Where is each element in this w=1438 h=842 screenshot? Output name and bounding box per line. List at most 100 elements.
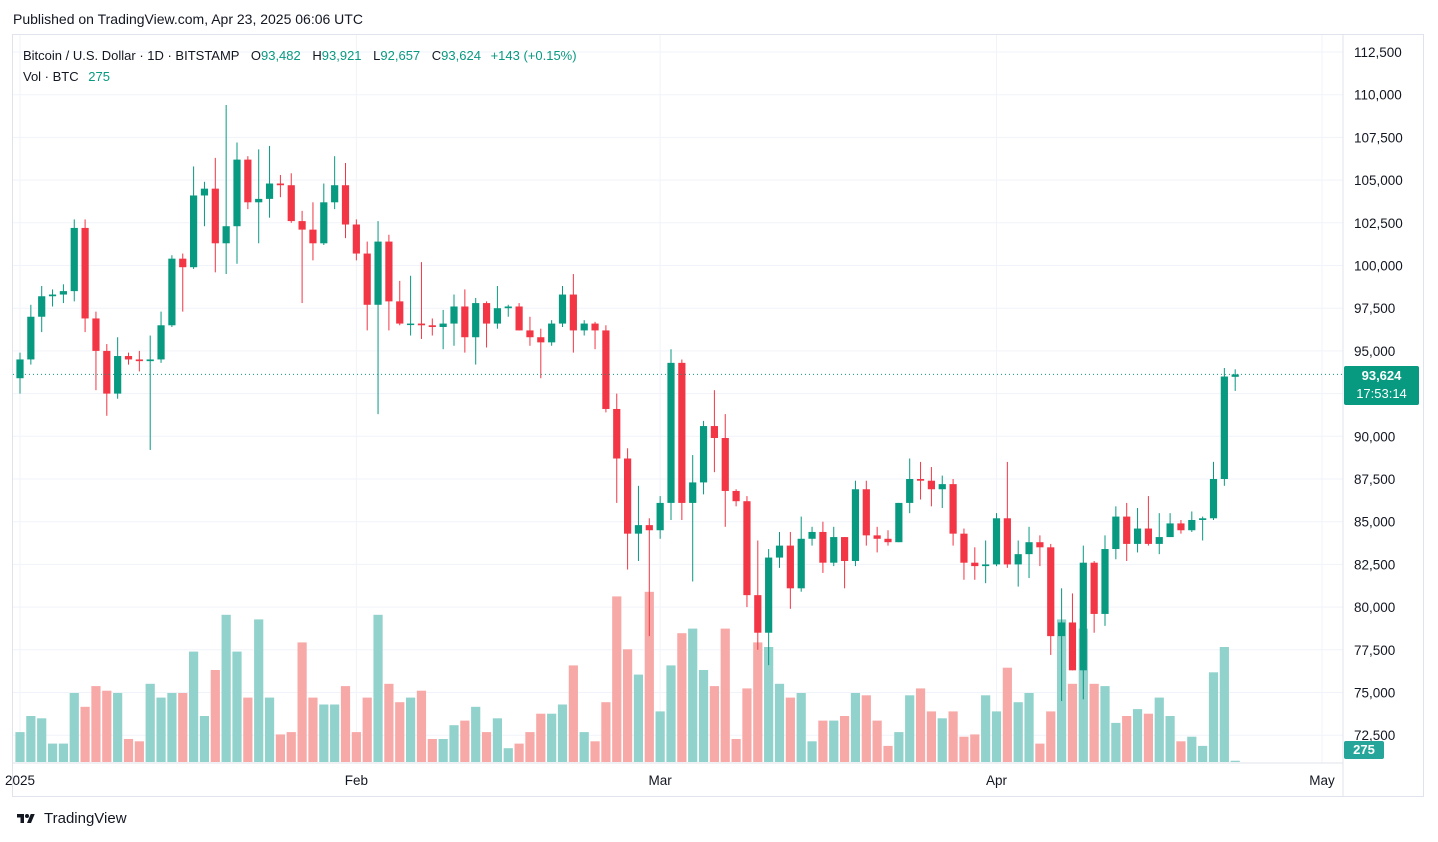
candle-body[interactable]	[613, 408, 621, 459]
candle-body[interactable]	[678, 362, 686, 503]
candle-body[interactable]	[309, 229, 317, 244]
candle-body[interactable]	[992, 518, 1001, 565]
candle-body[interactable]	[124, 356, 133, 360]
candle-body[interactable]	[819, 531, 827, 563]
candle-body[interactable]	[450, 306, 458, 324]
candle-body[interactable]	[558, 294, 567, 324]
candle-body[interactable]	[537, 337, 545, 343]
candle-body[interactable]	[92, 318, 100, 351]
candle-body[interactable]	[331, 185, 339, 203]
candle-body[interactable]	[960, 533, 968, 563]
candle-body[interactable]	[786, 545, 794, 589]
candle-body[interactable]	[168, 258, 176, 326]
candle-body[interactable]	[1199, 518, 1207, 520]
candle-body[interactable]	[526, 330, 534, 338]
candle-body[interactable]	[667, 362, 675, 503]
candle-body[interactable]	[1079, 562, 1087, 671]
candle-body[interactable]	[754, 595, 762, 633]
candle-body[interactable]	[190, 195, 198, 268]
candle-body[interactable]	[417, 323, 426, 326]
candle-body[interactable]	[906, 479, 914, 503]
candle-body[interactable]	[200, 188, 209, 196]
candle-body[interactable]	[1166, 523, 1174, 538]
candle-body[interactable]	[287, 185, 295, 222]
candle-body[interactable]	[1188, 519, 1196, 531]
candle-body[interactable]	[363, 253, 371, 305]
footer-brand[interactable]: TradingView	[14, 810, 127, 827]
candle-body[interactable]	[841, 537, 849, 561]
candle-body[interactable]	[135, 359, 143, 362]
candle-body[interactable]	[472, 303, 480, 338]
candle-body[interactable]	[244, 159, 252, 203]
candle-body[interactable]	[407, 323, 415, 326]
candle-body[interactable]	[548, 323, 556, 343]
candle-body[interactable]	[689, 482, 697, 503]
candle-body[interactable]	[396, 301, 404, 324]
candle-body[interactable]	[916, 479, 925, 481]
candle-body[interactable]	[515, 306, 523, 331]
candle-body[interactable]	[222, 226, 230, 244]
candle-body[interactable]	[1101, 549, 1109, 614]
candle-body[interactable]	[1036, 542, 1044, 548]
candle-body[interactable]	[721, 438, 729, 491]
candle-body[interactable]	[862, 489, 870, 536]
candle-body[interactable]	[732, 490, 740, 502]
candle-body[interactable]	[710, 426, 718, 439]
candle-body[interactable]	[971, 562, 979, 567]
candle-body[interactable]	[624, 458, 632, 534]
candle-body[interactable]	[743, 501, 751, 596]
candle-body[interactable]	[775, 545, 784, 558]
candle-body[interactable]	[146, 359, 154, 362]
candle-body[interactable]	[884, 538, 892, 543]
candle-body[interactable]	[461, 306, 469, 338]
candle-body[interactable]	[569, 294, 577, 331]
candle-body[interactable]	[27, 316, 35, 360]
candle-body[interactable]	[385, 241, 393, 302]
candle-body[interactable]	[873, 535, 881, 539]
candle-body[interactable]	[1220, 376, 1228, 479]
candle-body[interactable]	[1014, 554, 1022, 565]
candle-body[interactable]	[895, 502, 903, 543]
candle-body[interactable]	[298, 221, 306, 230]
candle-body[interactable]	[645, 525, 653, 531]
candle-body[interactable]	[265, 183, 274, 199]
candle-body[interactable]	[439, 323, 447, 327]
candle-body[interactable]	[1025, 542, 1033, 555]
candle-body[interactable]	[493, 308, 501, 324]
candle-body[interactable]	[1112, 516, 1120, 550]
candle-body[interactable]	[352, 224, 360, 254]
candle-body[interactable]	[38, 296, 46, 317]
candle-body[interactable]	[1058, 622, 1066, 637]
candle-body[interactable]	[927, 480, 935, 490]
candle-body[interactable]	[1123, 516, 1131, 544]
candle-body[interactable]	[634, 525, 643, 534]
candle-body[interactable]	[797, 538, 805, 589]
candle-body[interactable]	[59, 291, 67, 295]
candle-body[interactable]	[482, 303, 491, 324]
candle-body[interactable]	[320, 202, 328, 244]
candle-body[interactable]	[602, 330, 610, 409]
candle-body[interactable]	[374, 241, 382, 305]
candle-body[interactable]	[1155, 537, 1163, 544]
candle-body[interactable]	[276, 183, 284, 186]
candle-body[interactable]	[233, 159, 241, 227]
candle-body[interactable]	[341, 185, 350, 225]
candle-body[interactable]	[1068, 622, 1077, 671]
candle-body[interactable]	[699, 426, 708, 483]
candle-body[interactable]	[1047, 547, 1055, 637]
candle-body[interactable]	[580, 323, 588, 331]
candle-body[interactable]	[656, 502, 664, 531]
candle-body[interactable]	[1177, 523, 1185, 531]
candle-body[interactable]	[179, 258, 187, 268]
candle-body[interactable]	[211, 188, 219, 244]
candle-body[interactable]	[103, 350, 111, 394]
candle-body[interactable]	[808, 531, 816, 539]
candle-body[interactable]	[1003, 518, 1011, 565]
candle-body[interactable]	[48, 294, 57, 297]
candle-body[interactable]	[851, 489, 860, 561]
candle-body[interactable]	[938, 484, 946, 490]
candle-body[interactable]	[765, 557, 773, 633]
candle-body[interactable]	[16, 359, 24, 379]
candle-body[interactable]	[428, 325, 436, 327]
